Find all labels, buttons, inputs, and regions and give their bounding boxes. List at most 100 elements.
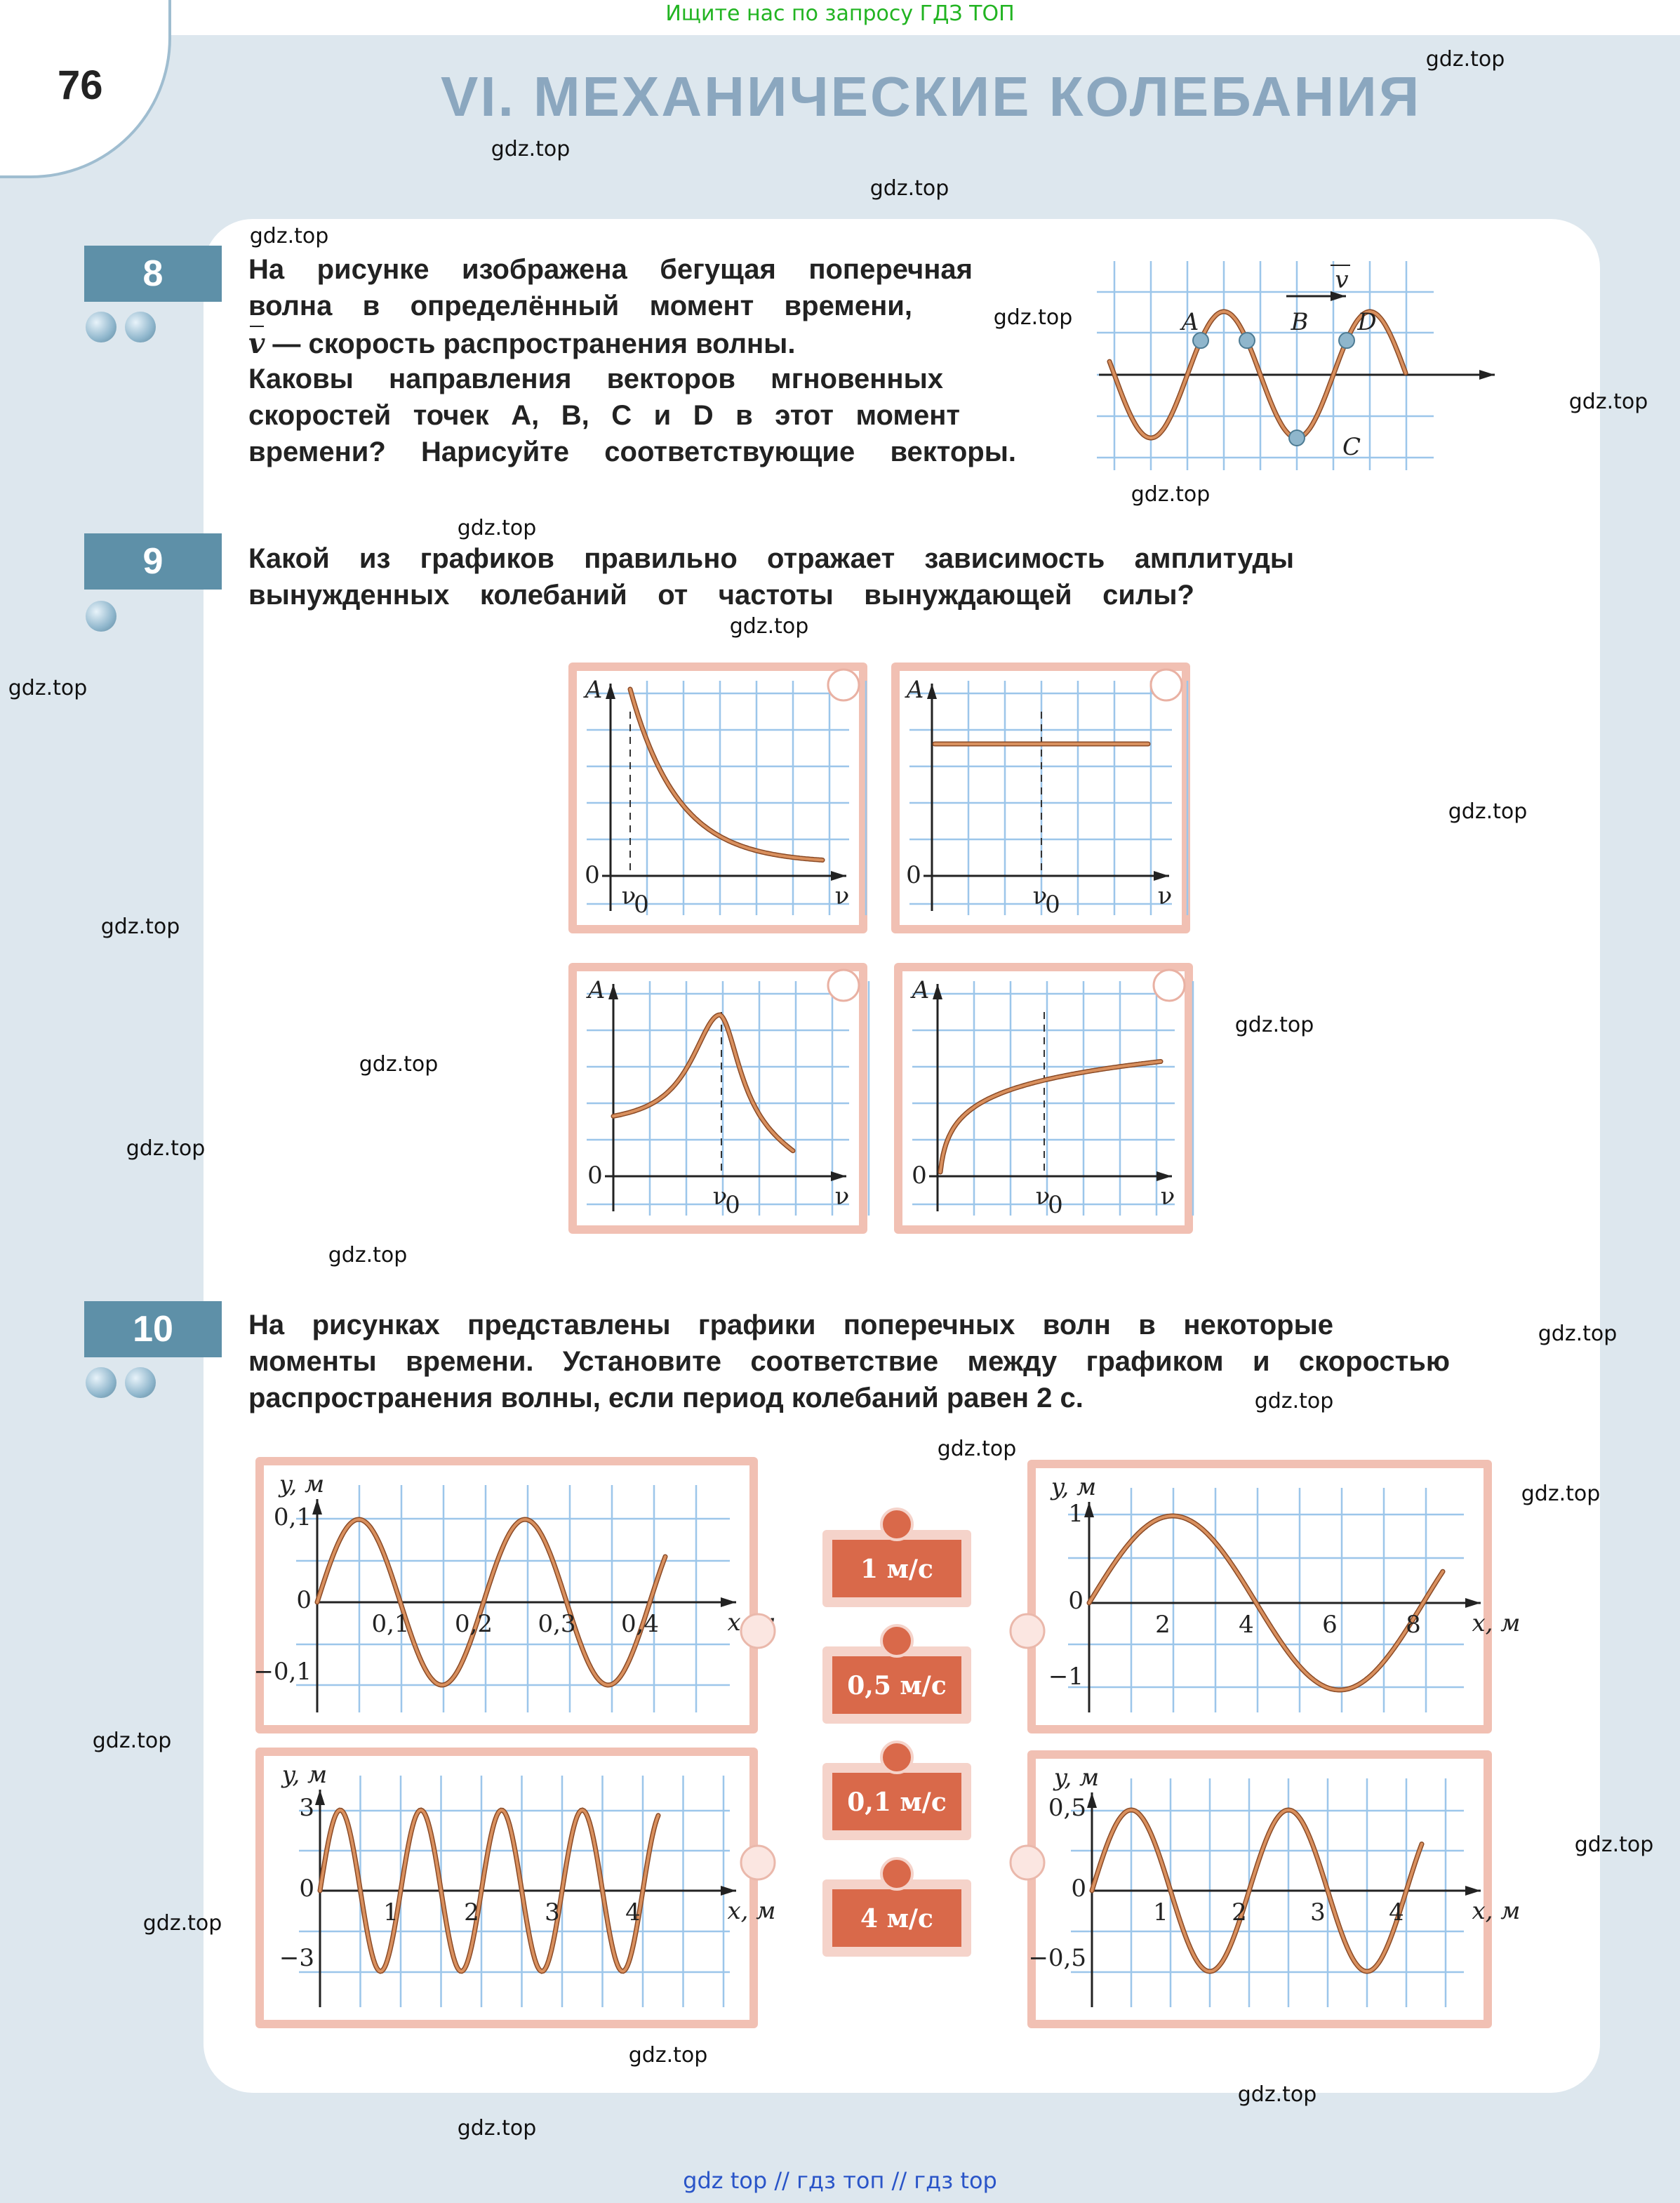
- watermark-text: gdz.top: [1538, 1322, 1618, 1346]
- wave-graph-1-y-tick: 0: [296, 1586, 312, 1614]
- amplitude-graph-1-nu0-subscript: 0: [634, 891, 649, 919]
- wave-graph-2-y-axis-arrowhead-icon: [1084, 1502, 1094, 1517]
- amplitude-graph-4-nu0-subscript: 0: [1048, 1191, 1063, 1219]
- watermark-text: gdz.top: [458, 2116, 537, 2141]
- speed-label: 0,1 м/с: [847, 1788, 947, 1817]
- amplitude-graph-1-nu0-label: ν: [622, 882, 636, 910]
- watermark-text: gdz.top: [1521, 1482, 1601, 1506]
- watermark-text: gdz.top: [870, 176, 949, 201]
- wave-graph-2-y-tick: 0: [1068, 1587, 1084, 1615]
- wave-graph-2-area: [1036, 1468, 1484, 1725]
- wave-graph-3-area: [264, 1756, 749, 2020]
- wave-graph-4-x-tick: 4: [1389, 1898, 1404, 1926]
- watermark-text: gdz.top: [1448, 799, 1528, 824]
- wave-graph-4-x-label: x, м: [1472, 1897, 1521, 1925]
- wave-graph-4-y-tick: 0,5: [1048, 1794, 1086, 1822]
- amplitude-graph-1-x-axis-arrowhead-icon: [831, 871, 846, 881]
- problem-8-badge: 8: [84, 246, 222, 302]
- problem-8-line-text: — скорость распространения волны.: [272, 328, 796, 359]
- speed-label: 4 м/с: [860, 1904, 933, 1934]
- page-number: 76: [58, 62, 103, 108]
- problem-8-line: скоростей точек A, B, C и D в этот момен…: [248, 400, 960, 431]
- watermark-text: gdz.top: [938, 1437, 1017, 1461]
- wave-graph-3-y-tick: 3: [299, 1794, 314, 1822]
- difficulty-ball-icon: [125, 312, 156, 342]
- problem-10-line: На рисунках представлены графики попереч…: [248, 1310, 1333, 1340]
- watermark-text: gdz.top: [250, 224, 329, 248]
- problem-10-line: распространения волны, если период колеб…: [248, 1383, 1084, 1413]
- amplitude-graph-4-curve: [939, 1060, 1162, 1173]
- match-connector: [740, 1613, 776, 1649]
- wave-velocity-arrow-arrowhead-icon: [1331, 291, 1346, 301]
- wave-graph-1-area: [264, 1465, 749, 1725]
- watermark-text: gdz.top: [1131, 482, 1211, 507]
- amplitude-graph-1-area: [577, 671, 859, 925]
- problem-8-line: На рисунке изображена бегущая поперечная: [248, 254, 973, 285]
- wave-graph-4-y-tick: −0,5: [1028, 1944, 1086, 1972]
- amplitude-graph-4-y-label: A: [910, 976, 930, 1004]
- difficulty-ball-icon: [86, 1367, 116, 1398]
- wave-graph-4-y-tick: 0: [1071, 1875, 1086, 1903]
- wave-graph-4-y-axis-arrowhead-icon: [1087, 1792, 1097, 1808]
- problem-8-line: Каковы направления векторов мгновенных: [248, 364, 943, 394]
- wave-graph-3-x-tick: 3: [545, 1898, 560, 1926]
- amplitude-graph-4-answer-radio: [1152, 969, 1186, 1002]
- watermark-text: gdz.top: [1426, 47, 1505, 72]
- wave-graph-2-y-label: y, м: [1050, 1473, 1097, 1501]
- wave-graph-1-curve: [316, 1517, 667, 1687]
- amplitude-graph-1-curve: [629, 688, 824, 862]
- speed-label: 0,5 м/с: [847, 1671, 947, 1700]
- speed-box: [832, 1656, 961, 1714]
- difficulty-ball-icon: [86, 312, 116, 342]
- speed-box: [832, 1889, 961, 1947]
- wave-graph-4-curve: [1091, 1808, 1423, 1974]
- wave-graph-1-y-tick: 0,1: [274, 1503, 312, 1531]
- problem-10-badge: 10: [84, 1301, 222, 1357]
- amplitude-graph-2-origin-label: 0: [906, 861, 921, 889]
- wave-graph-3-y-axis-arrowhead-icon: [315, 1790, 325, 1805]
- watermark-text: gdz.top: [328, 1243, 408, 1267]
- watermark-text: gdz.top: [93, 1729, 172, 1753]
- wave-curve: [1108, 310, 1407, 439]
- wave-graph-3-x-axis-arrowhead-icon: [721, 1886, 736, 1896]
- speed-box: [832, 1773, 961, 1830]
- watermark-text: gdz.top: [8, 676, 88, 700]
- amplitude-graph-3-y-axis-arrowhead-icon: [608, 984, 618, 999]
- wave-graph-3-x-tick: 4: [625, 1898, 641, 1926]
- speed-box-connector: [880, 1624, 914, 1658]
- wave-graph-4-x-tick: 1: [1153, 1898, 1168, 1926]
- amplitude-graph-2-nu0-label: ν: [1033, 882, 1048, 910]
- watermark-text: gdz.top: [994, 305, 1073, 330]
- wave-graph-1-y-label: y, м: [278, 1470, 325, 1498]
- point-label-b: B: [1291, 308, 1309, 336]
- watermark-text: gdz.top: [143, 1911, 222, 1936]
- wave-graph-1-y-axis-arrowhead-icon: [312, 1499, 322, 1515]
- wave-graph-2-x-axis-arrowhead-icon: [1465, 1598, 1481, 1608]
- watermark-text: gdz.top: [1575, 1832, 1654, 1857]
- wave-graph-1-x-axis-arrowhead-icon: [721, 1597, 736, 1607]
- amplitude-graph-4-x-label: ν: [1161, 1183, 1175, 1211]
- speed-box: [832, 1540, 961, 1597]
- wave-graph-4-x-axis-arrowhead-icon: [1465, 1886, 1481, 1896]
- bottom-banner: gdz top // гдз топ // гдз top: [683, 2167, 997, 2194]
- amplitude-graph-4-y-axis-arrowhead-icon: [933, 984, 942, 999]
- wave-point-c: [1288, 430, 1305, 446]
- amplitude-graph-2-x-label: ν: [1158, 882, 1173, 910]
- speed-label: 1 м/с: [860, 1555, 933, 1584]
- amplitude-graph-2-x-axis-arrowhead-icon: [1154, 871, 1169, 881]
- wave-graph-3-y-tick: 0: [299, 1875, 314, 1903]
- chapter-title: VI. МЕХАНИЧЕСКИЕ КОЛЕБАНИЯ: [441, 65, 1422, 128]
- difficulty-ball-icon: [86, 601, 116, 632]
- watermark-text: gdz.top: [101, 914, 180, 939]
- wave-graph-4-x-tick: 3: [1310, 1898, 1326, 1926]
- watermark-text: gdz.top: [458, 516, 537, 540]
- watermark-text: gdz.top: [126, 1136, 206, 1161]
- wave-graph-3-y-label: y, м: [281, 1761, 328, 1789]
- watermark-text: gdz.top: [1255, 1389, 1334, 1413]
- watermark-text: gdz.top: [1569, 390, 1648, 414]
- wave-graph-4-x-tick: 2: [1232, 1898, 1247, 1926]
- problem-8-line: волна в определённый момент времени,: [248, 291, 912, 321]
- wave-point-d: [1338, 332, 1355, 350]
- amplitude-graph-2-answer-radio: [1149, 668, 1183, 702]
- amplitude-graph-4-x-axis-arrowhead-icon: [1156, 1171, 1172, 1181]
